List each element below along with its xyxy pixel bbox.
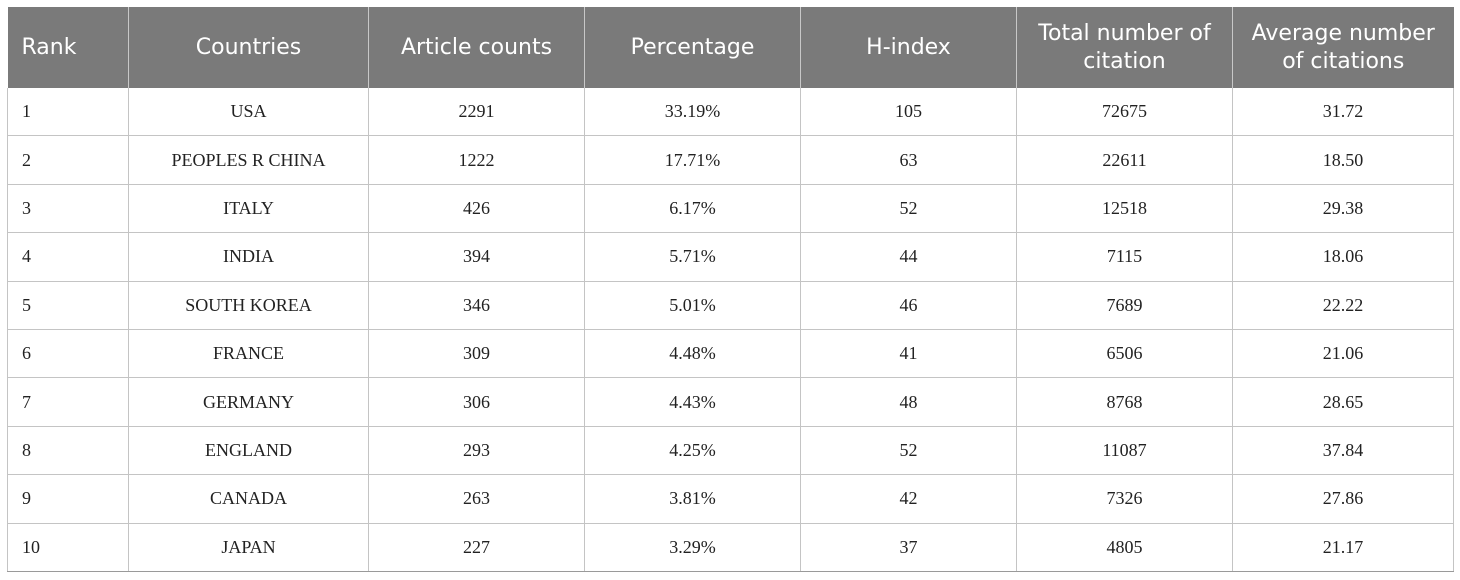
cell-article-counts: 263: [368, 474, 585, 524]
cell-percentage: 5.71%: [584, 232, 801, 282]
cell-rank: 8: [7, 426, 129, 476]
cell-rank: 5: [7, 281, 129, 330]
cell-country: CANADA: [128, 474, 369, 524]
cell-country: FRANCE: [128, 329, 369, 379]
cell-rank: 2: [7, 135, 129, 185]
cell-rank: 1: [7, 88, 129, 137]
cell-average-citations: 31.72: [1232, 88, 1454, 137]
cell-article-counts: 2291: [368, 88, 585, 137]
cell-country: GERMANY: [128, 377, 369, 427]
table-row: 4 INDIA 394 5.71% 44 7115 18.06: [7, 232, 1454, 282]
table-row: 6 FRANCE 309 4.48% 41 6506 21.06: [7, 329, 1454, 379]
header-percentage: Percentage: [584, 7, 801, 88]
cell-average-citations: 18.06: [1232, 232, 1454, 282]
cell-percentage: 4.43%: [584, 377, 801, 427]
cell-average-citations: 37.84: [1232, 426, 1454, 476]
cell-percentage: 4.25%: [584, 426, 801, 476]
cell-h-index: 44: [800, 232, 1017, 282]
cell-average-citations: 29.38: [1232, 184, 1454, 234]
cell-h-index: 52: [800, 426, 1017, 476]
cell-country: PEOPLES R CHINA: [128, 135, 369, 185]
header-row: Rank Countries Article counts Percentage…: [7, 7, 1454, 88]
cell-article-counts: 309: [368, 329, 585, 379]
cell-percentage: 5.01%: [584, 281, 801, 330]
table-row: 1 USA 2291 33.19% 105 72675 31.72: [7, 88, 1454, 137]
cell-h-index: 105: [800, 88, 1017, 137]
cell-h-index: 63: [800, 135, 1017, 185]
table-body: 1 USA 2291 33.19% 105 72675 31.72 2 PEOP…: [7, 88, 1454, 572]
cell-total-citations: 4805: [1016, 523, 1233, 572]
cell-rank: 9: [7, 474, 129, 524]
table-row: 3 ITALY 426 6.17% 52 12518 29.38: [7, 184, 1454, 234]
cell-total-citations: 7326: [1016, 474, 1233, 524]
cell-country: SOUTH KOREA: [128, 281, 369, 330]
cell-country: JAPAN: [128, 523, 369, 572]
table-row: 5 SOUTH KOREA 346 5.01% 46 7689 22.22: [7, 281, 1454, 330]
cell-country: INDIA: [128, 232, 369, 282]
cell-percentage: 17.71%: [584, 135, 801, 185]
cell-percentage: 3.29%: [584, 523, 801, 572]
cell-average-citations: 21.17: [1232, 523, 1454, 572]
cell-total-citations: 7115: [1016, 232, 1233, 282]
country-ranking-table: Rank Countries Article counts Percentage…: [7, 7, 1454, 572]
cell-average-citations: 28.65: [1232, 377, 1454, 427]
table-row: 8 ENGLAND 293 4.25% 52 11087 37.84: [7, 426, 1454, 476]
cell-rank: 10: [7, 523, 129, 572]
cell-article-counts: 426: [368, 184, 585, 234]
cell-average-citations: 27.86: [1232, 474, 1454, 524]
table-header: Rank Countries Article counts Percentage…: [7, 7, 1454, 88]
cell-article-counts: 346: [368, 281, 585, 330]
header-countries: Countries: [128, 7, 369, 88]
cell-percentage: 4.48%: [584, 329, 801, 379]
cell-average-citations: 21.06: [1232, 329, 1454, 379]
table-row: 10 JAPAN 227 3.29% 37 4805 21.17: [7, 523, 1454, 572]
cell-article-counts: 293: [368, 426, 585, 476]
cell-h-index: 37: [800, 523, 1017, 572]
cell-article-counts: 394: [368, 232, 585, 282]
cell-percentage: 6.17%: [584, 184, 801, 234]
cell-total-citations: 6506: [1016, 329, 1233, 379]
table-row: 2 PEOPLES R CHINA 1222 17.71% 63 22611 1…: [7, 135, 1454, 185]
cell-total-citations: 22611: [1016, 135, 1233, 185]
cell-total-citations: 8768: [1016, 377, 1233, 427]
cell-total-citations: 12518: [1016, 184, 1233, 234]
cell-rank: 4: [7, 232, 129, 282]
cell-percentage: 3.81%: [584, 474, 801, 524]
header-average-citations: Average number of citations: [1232, 7, 1454, 88]
cell-country: ITALY: [128, 184, 369, 234]
cell-rank: 7: [7, 377, 129, 427]
table-row: 9 CANADA 263 3.81% 42 7326 27.86: [7, 474, 1454, 524]
cell-h-index: 46: [800, 281, 1017, 330]
cell-rank: 6: [7, 329, 129, 379]
cell-total-citations: 7689: [1016, 281, 1233, 330]
cell-country: ENGLAND: [128, 426, 369, 476]
header-rank: Rank: [7, 7, 129, 88]
cell-h-index: 48: [800, 377, 1017, 427]
cell-average-citations: 18.50: [1232, 135, 1454, 185]
table-row: 7 GERMANY 306 4.43% 48 8768 28.65: [7, 377, 1454, 427]
country-ranking-table-container: Rank Countries Article counts Percentage…: [7, 7, 1454, 572]
cell-article-counts: 227: [368, 523, 585, 572]
header-total-citations: Total number of citation: [1016, 7, 1233, 88]
cell-h-index: 52: [800, 184, 1017, 234]
cell-total-citations: 72675: [1016, 88, 1233, 137]
cell-article-counts: 1222: [368, 135, 585, 185]
cell-rank: 3: [7, 184, 129, 234]
cell-country: USA: [128, 88, 369, 137]
cell-h-index: 41: [800, 329, 1017, 379]
cell-average-citations: 22.22: [1232, 281, 1454, 330]
cell-total-citations: 11087: [1016, 426, 1233, 476]
cell-article-counts: 306: [368, 377, 585, 427]
cell-percentage: 33.19%: [584, 88, 801, 137]
header-h-index: H-index: [800, 7, 1017, 88]
header-article-counts: Article counts: [368, 7, 585, 88]
cell-h-index: 42: [800, 474, 1017, 524]
